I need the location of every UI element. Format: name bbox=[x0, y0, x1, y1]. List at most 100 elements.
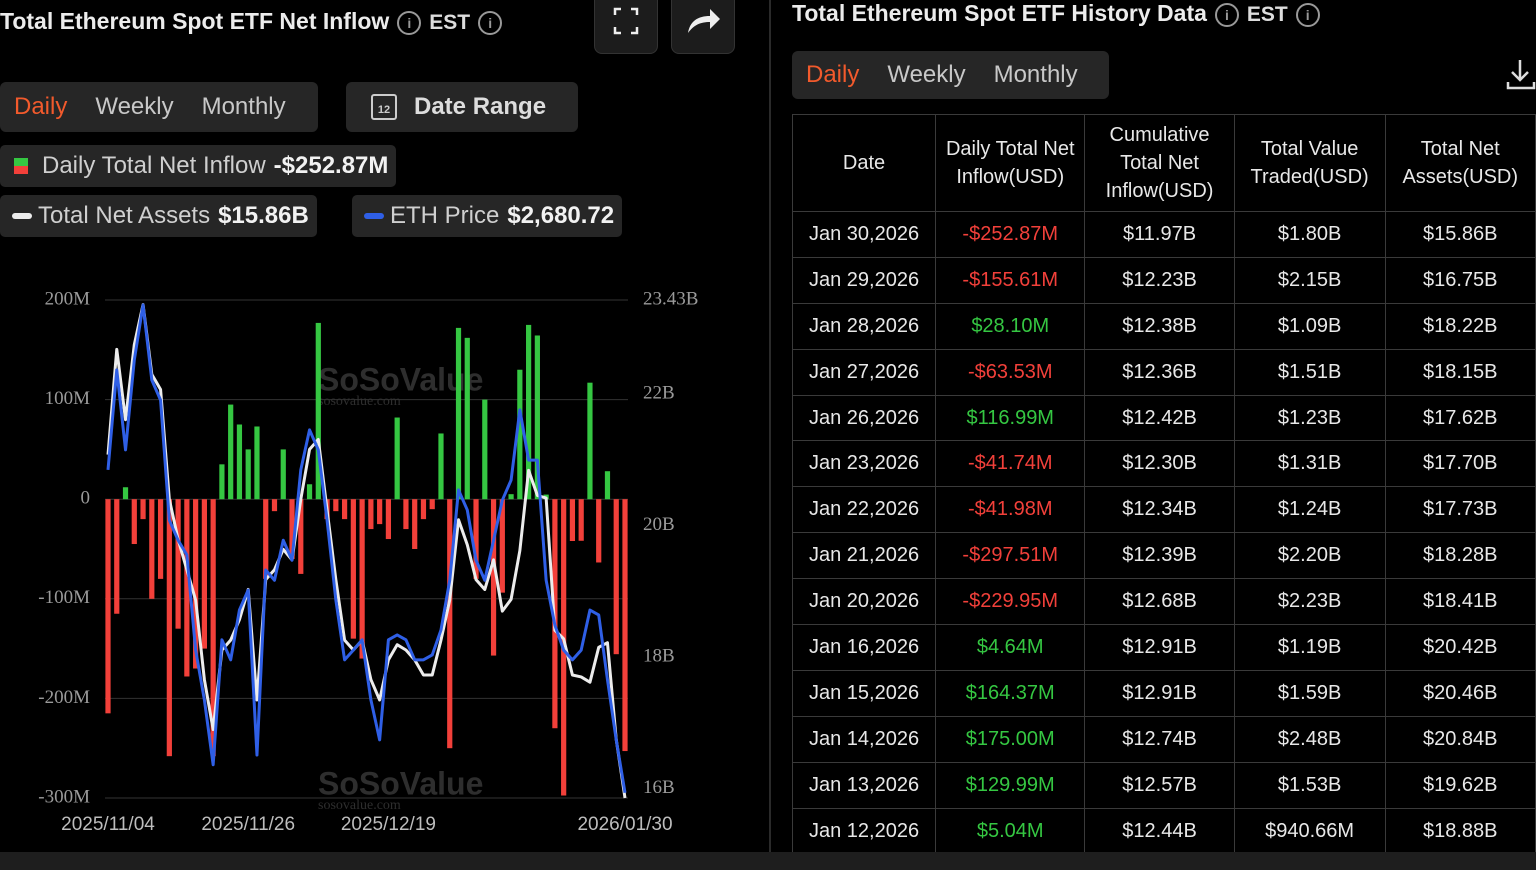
y2-tick-label: 22B bbox=[643, 382, 675, 403]
bar bbox=[587, 382, 593, 500]
bar bbox=[289, 499, 295, 559]
bar bbox=[517, 369, 523, 500]
legend-label: Daily Total Net Inflow bbox=[42, 152, 266, 179]
table-cell: $1.80B bbox=[1233, 211, 1386, 258]
bar bbox=[149, 499, 155, 599]
bar bbox=[420, 499, 427, 520]
info-icon[interactable]: i bbox=[478, 10, 503, 35]
table-cell: $18.41B bbox=[1384, 578, 1536, 626]
bar bbox=[596, 499, 602, 563]
bar bbox=[306, 484, 313, 500]
table-cell: $28.10M bbox=[935, 302, 1086, 350]
table-header: Daily Total Net Inflow(USD) bbox=[935, 114, 1086, 212]
table-cell: $164.37M bbox=[935, 669, 1086, 717]
info-icon[interactable]: i bbox=[1214, 2, 1239, 27]
watermark: SoSoValue bbox=[318, 765, 483, 801]
tab[interactable]: Weekly bbox=[95, 93, 174, 120]
table-row: Jan 12,2026 $5.04M $12.44B $940.66M $18.88B bbox=[792, 807, 1536, 852]
bottom-bar bbox=[0, 852, 1536, 870]
download-icon[interactable] bbox=[1504, 56, 1536, 92]
tab[interactable]: Daily bbox=[806, 61, 860, 88]
table-cell: $18.15B bbox=[1384, 348, 1536, 396]
legend-value: $15.86B bbox=[218, 202, 309, 229]
table-container: Date Daily Total Net Inflow(USD) Cumulativ… bbox=[792, 114, 1536, 852]
timezone[interactable]: EST bbox=[1246, 3, 1288, 26]
legend-item[interactable]: ETH Price $2,680.72 bbox=[352, 195, 623, 237]
right-tabs: Daily Weekly Monthly bbox=[792, 51, 1109, 99]
table-cell: Jan 27,2026 bbox=[792, 348, 937, 396]
right-title: Total Ethereum Spot ETF History Data bbox=[792, 0, 1207, 26]
tab[interactable]: Daily bbox=[14, 93, 68, 120]
bar bbox=[166, 499, 172, 757]
table-cell: $2.15B bbox=[1233, 256, 1386, 304]
divider bbox=[769, 0, 771, 852]
y-tick-label: -100M bbox=[38, 587, 90, 608]
bar bbox=[438, 433, 444, 500]
table-cell: -$41.98M bbox=[935, 486, 1086, 534]
bar bbox=[219, 464, 225, 500]
table-cell: $1.09B bbox=[1233, 302, 1386, 350]
table-row: Jan 21,2026 -$297.51M $12.39B $2.20B $18.28B bbox=[792, 532, 1536, 580]
table-cell: $17.70B bbox=[1384, 440, 1536, 488]
legend-swatch bbox=[12, 213, 32, 219]
table-cell: $12.39B bbox=[1084, 532, 1235, 580]
table-cell: -$252.87M bbox=[935, 211, 1086, 258]
legend-label: Total Net Assets bbox=[38, 202, 211, 229]
watermark: SoSoValue bbox=[318, 361, 483, 397]
table-row: Jan 15,2026 $164.37M $12.91B $1.59B $20.46B bbox=[792, 669, 1536, 717]
table-row: Jan 26,2026 $116.99M $12.42B $1.23B $17.62B bbox=[792, 394, 1536, 442]
y-tick-label: -200M bbox=[38, 687, 90, 708]
table-cell: Jan 29,2026 bbox=[792, 256, 937, 304]
bar bbox=[534, 335, 540, 500]
info-icon[interactable]: i bbox=[1295, 2, 1320, 27]
date-range-button[interactable]: 12 Date Range bbox=[346, 82, 578, 132]
bar bbox=[245, 449, 251, 500]
tab[interactable]: Weekly bbox=[887, 61, 966, 88]
tab[interactable]: Monthly bbox=[201, 93, 286, 120]
legend-swatch bbox=[14, 158, 28, 174]
fullscreen-button[interactable] bbox=[594, 0, 658, 54]
bar bbox=[377, 499, 383, 525]
info-icon[interactable]: i bbox=[397, 10, 422, 35]
bar bbox=[526, 324, 532, 500]
table-row: Jan 20,2026 -$229.95M $12.68B $2.23B $18.41B bbox=[792, 578, 1536, 626]
table-cell: $5.04M bbox=[935, 807, 1086, 852]
bar bbox=[131, 499, 137, 545]
table-row: Jan 23,2026 -$41.74M $12.30B $1.31B $17.70B bbox=[792, 440, 1536, 488]
table-cell: Jan 12,2026 bbox=[792, 807, 937, 852]
right-header: Total Ethereum Spot ETF History Data i EST… bbox=[792, 0, 1328, 27]
bar bbox=[201, 499, 207, 649]
left-header: Total Ethereum Spot ETF Net Inflow i EST i bbox=[0, 8, 510, 35]
legend-item[interactable]: Total Net Assets $15.86B bbox=[0, 195, 317, 237]
timezone[interactable]: EST bbox=[429, 11, 471, 34]
y-tick-label: -300M bbox=[38, 786, 90, 807]
table-header: Date bbox=[792, 114, 937, 212]
table-cell: $12.57B bbox=[1084, 761, 1235, 809]
bar bbox=[622, 499, 628, 752]
legend-value: $2,680.72 bbox=[507, 202, 615, 229]
legend-label: ETH Price bbox=[390, 202, 500, 229]
tab[interactable]: Monthly bbox=[993, 61, 1078, 88]
legend-item[interactable]: Daily Total Net Inflow -$252.87M bbox=[0, 145, 397, 187]
bar bbox=[604, 471, 611, 500]
bar bbox=[193, 499, 199, 669]
y-tick-label: 200M bbox=[45, 288, 91, 309]
bar bbox=[175, 499, 181, 629]
watermark-sub: sosovalue.com bbox=[318, 798, 401, 813]
bar bbox=[412, 499, 418, 549]
left-tabs: Daily Weekly Monthly bbox=[0, 82, 318, 132]
table-cell: -$229.95M bbox=[935, 578, 1086, 626]
table-cell: $1.24B bbox=[1233, 486, 1386, 534]
table-cell: $129.99M bbox=[935, 761, 1086, 809]
table-cell: Jan 22,2026 bbox=[792, 486, 937, 534]
bar bbox=[228, 404, 234, 500]
table-cell: Jan 20,2026 bbox=[792, 578, 937, 626]
table-cell: -$41.74M bbox=[935, 440, 1086, 488]
table-cell: -$63.53M bbox=[935, 348, 1086, 396]
table-cell: $15.86B bbox=[1384, 211, 1536, 258]
share-button[interactable] bbox=[671, 0, 735, 54]
y2-tick-label: 20B bbox=[643, 514, 675, 535]
y-tick-label: 100M bbox=[45, 388, 91, 409]
table-header: Total Value Traded(USD) bbox=[1233, 114, 1386, 212]
x-tick-label: 2025/11/26 bbox=[201, 814, 295, 835]
